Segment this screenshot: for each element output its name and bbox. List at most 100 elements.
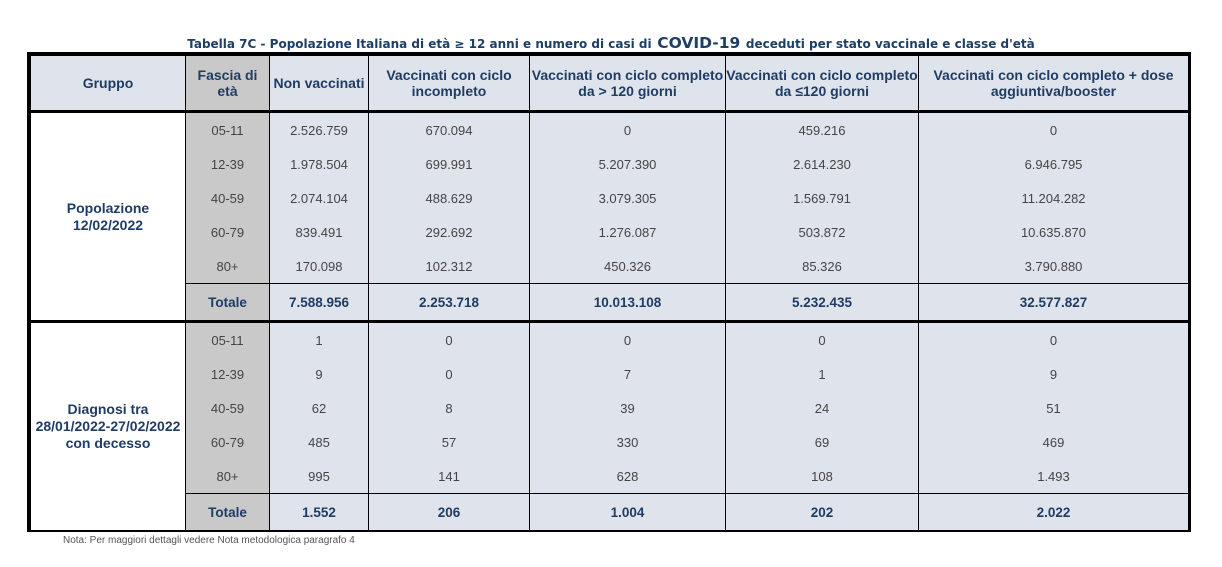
value-cell: 5.232.435: [725, 283, 919, 322]
value-cell: 0: [529, 320, 726, 357]
total-row: Totale 1.552 206 1.004 202 2.022: [31, 493, 1189, 530]
age-cell: 12-39: [185, 147, 270, 181]
header-booster: Vaccinati con ciclo completo + dose aggi…: [918, 55, 1189, 113]
value-cell: 8: [368, 391, 530, 425]
value-cell: 1.004: [529, 493, 726, 530]
value-cell: 2.253.718: [368, 283, 530, 322]
age-cell: 60-79: [185, 425, 270, 459]
value-cell: 450.326: [529, 249, 726, 284]
header-completo-120: Vaccinati con ciclo completo da > 120 gi…: [529, 55, 726, 113]
value-cell: 330: [529, 425, 726, 459]
header-fascia: Fascia di età: [185, 55, 270, 113]
value-cell: 9: [918, 357, 1189, 391]
value-cell: 10.635.870: [918, 215, 1189, 249]
value-cell: 1.978.504: [269, 147, 369, 181]
value-cell: 670.094: [368, 111, 530, 147]
footnote: Nota: Per maggiori dettagli vedere Nota …: [63, 535, 355, 546]
value-cell: 839.491: [269, 215, 369, 249]
value-cell: 0: [918, 111, 1189, 147]
value-cell: 5.207.390: [529, 147, 726, 181]
age-cell: 40-59: [185, 181, 270, 215]
value-cell: 995: [269, 459, 369, 494]
value-cell: 488.629: [368, 181, 530, 215]
value-cell: 1: [725, 357, 919, 391]
value-cell: 6.946.795: [918, 147, 1189, 181]
value-cell: 69: [725, 425, 919, 459]
value-cell: 2.074.104: [269, 181, 369, 215]
value-cell: 51: [918, 391, 1189, 425]
value-cell: 7.588.956: [269, 283, 369, 322]
value-cell: 485: [269, 425, 369, 459]
value-cell: 0: [368, 320, 530, 357]
age-cell: 12-39: [185, 357, 270, 391]
header-incompleto: Vaccinati con ciclo incompleto: [368, 55, 530, 113]
value-cell: 2.022: [918, 493, 1189, 530]
age-cell: 05-11: [185, 320, 270, 357]
value-cell: 39: [529, 391, 726, 425]
age-cell: 60-79: [185, 215, 270, 249]
value-cell: 1.569.791: [725, 181, 919, 215]
table-row: 12-39 9 0 7 1 9: [31, 357, 1189, 391]
vaccination-table: Gruppo Fascia di età Non vaccinati Vacci…: [27, 52, 1191, 532]
value-cell: 628: [529, 459, 726, 494]
group-label: Popolazione 12/02/2022: [30, 111, 186, 322]
value-cell: 206: [368, 493, 530, 530]
value-cell: 459.216: [725, 111, 919, 147]
group-label: Diagnosi tra 28/01/2022-27/02/2022 con d…: [30, 320, 186, 530]
table-title: Tabella 7C - Popolazione Italiana di età…: [0, 33, 1222, 52]
age-cell: Totale: [185, 493, 270, 530]
value-cell: 202: [725, 493, 919, 530]
table-row: 12-39 1.978.504 699.991 5.207.390 2.614.230 6…: [31, 147, 1189, 181]
value-cell: 24: [725, 391, 919, 425]
title-covid: COVID-19: [657, 34, 741, 52]
value-cell: 0: [368, 357, 530, 391]
value-cell: 3.790.880: [918, 249, 1189, 284]
table-row: 80+ 995 141 628 108 1.493: [31, 459, 1189, 494]
header-row: Gruppo Fascia di età Non vaccinati Vacci…: [30, 55, 1189, 113]
table-row: 80+ 170.098 102.312 450.326 85.326 3.790.880: [31, 249, 1189, 284]
age-cell: 80+: [185, 459, 270, 494]
total-row: Totale 7.588.956 2.253.718 10.013.108 5.232.…: [31, 283, 1189, 322]
header-gruppo: Gruppo: [30, 55, 186, 113]
age-cell: 40-59: [185, 391, 270, 425]
value-cell: 32.577.827: [918, 283, 1189, 322]
value-cell: 7: [529, 357, 726, 391]
title-prefix: Tabella 7C - Popolazione Italiana di età…: [187, 37, 652, 51]
table-row: Popolazione 12/02/2022 05-11 2.526.759 670.…: [30, 111, 1189, 322]
value-cell: 292.692: [368, 215, 530, 249]
table-row: 40-59 2.074.104 488.629 3.079.305 1.569.791 1…: [31, 181, 1189, 215]
value-cell: 2.614.230: [725, 147, 919, 181]
value-cell: 2.526.759: [269, 111, 369, 147]
age-cell: 05-11: [185, 111, 270, 147]
value-cell: 3.079.305: [529, 181, 726, 215]
age-cell: Totale: [185, 283, 270, 322]
value-cell: 62: [269, 391, 369, 425]
value-cell: 170.098: [269, 249, 369, 284]
value-cell: 10.013.108: [529, 283, 726, 322]
value-cell: 0: [529, 111, 726, 147]
value-cell: 57: [368, 425, 530, 459]
value-cell: 469: [918, 425, 1189, 459]
value-cell: 503.872: [725, 215, 919, 249]
value-cell: 9: [269, 357, 369, 391]
value-cell: 699.991: [368, 147, 530, 181]
value-cell: 141: [368, 459, 530, 494]
header-completo-le120: Vaccinati con ciclo completo da ≤120 gio…: [725, 55, 919, 113]
age-cell: 80+: [185, 249, 270, 284]
value-cell: 1: [269, 320, 369, 357]
header-non-vaccinati: Non vaccinati: [269, 55, 369, 113]
table-row: 40-59 62 8 39 24 51: [31, 391, 1189, 425]
value-cell: 85.326: [725, 249, 919, 284]
value-cell: 102.312: [368, 249, 530, 284]
value-cell: 1.276.087: [529, 215, 726, 249]
table-row: 60-79 485 57 330 69 469: [31, 425, 1189, 459]
value-cell: 1.493: [918, 459, 1189, 494]
value-cell: 1.552: [269, 493, 369, 530]
table-row: 60-79 839.491 292.692 1.276.087 503.872 10.63…: [31, 215, 1189, 249]
table-row: Diagnosi tra 28/01/2022-27/02/2022 con d…: [30, 320, 1189, 530]
value-cell: 0: [918, 320, 1189, 357]
value-cell: 0: [725, 320, 919, 357]
value-cell: 11.204.282: [918, 181, 1189, 215]
title-suffix: deceduti per stato vaccinale e classe d'…: [745, 37, 1035, 51]
value-cell: 108: [725, 459, 919, 494]
